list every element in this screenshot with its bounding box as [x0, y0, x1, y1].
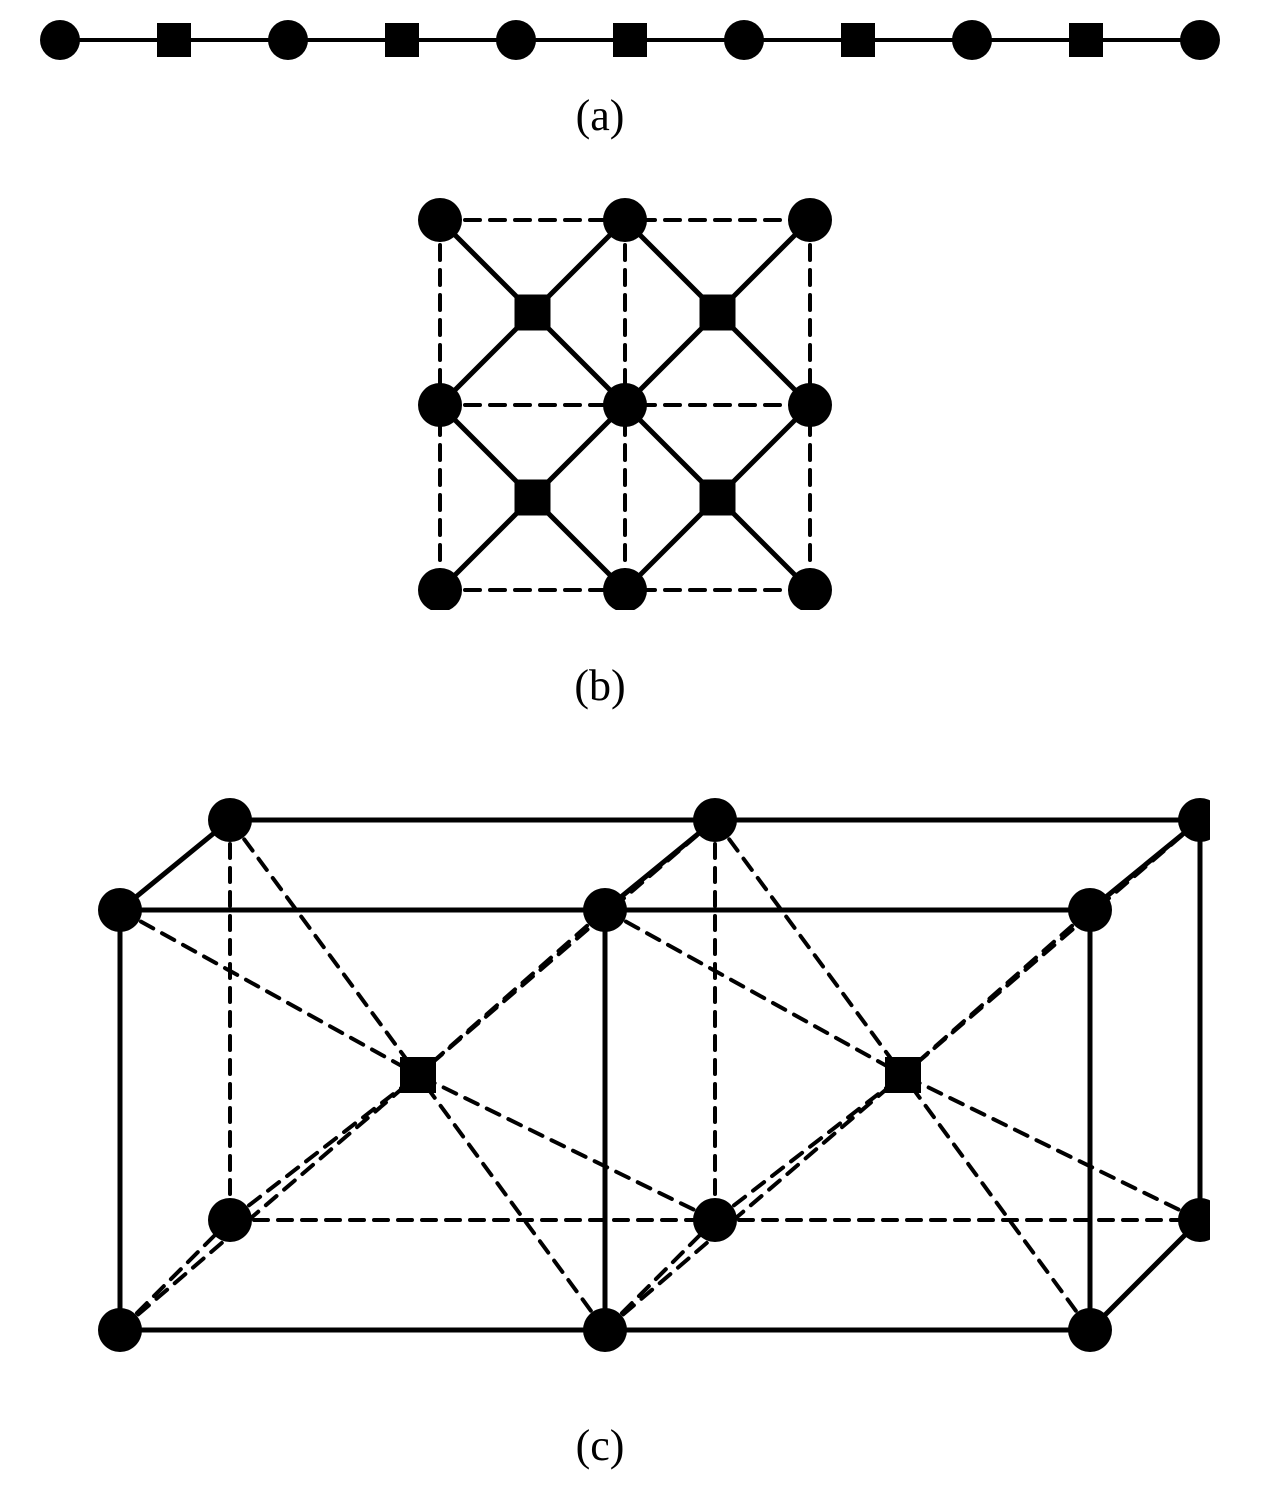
panel-a-svg: [0, 0, 1269, 80]
panel-c-label: (c): [560, 1420, 640, 1471]
panel-a-label: (a): [560, 90, 640, 141]
panel-c-svg: [60, 790, 1210, 1370]
panel-b-svg: [400, 190, 860, 610]
panel-b-label: (b): [560, 660, 640, 711]
